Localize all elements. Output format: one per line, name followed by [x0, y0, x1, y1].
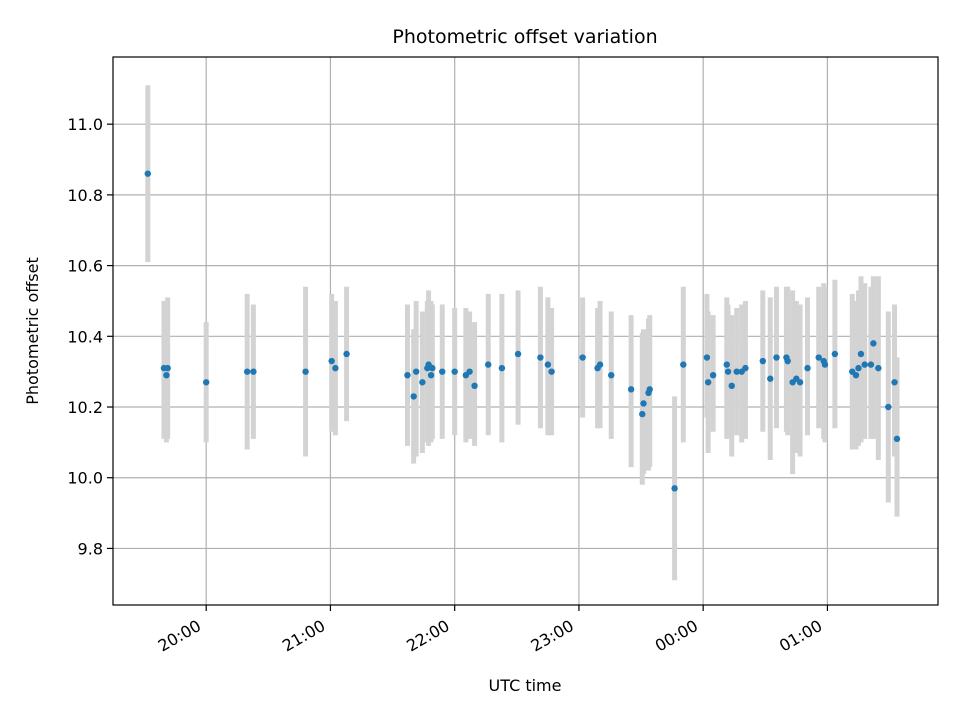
- data-point: [164, 364, 171, 372]
- chart-title: Photometric offset variation: [392, 26, 657, 48]
- data-point: [831, 350, 839, 358]
- y-tick-label: 10.8: [67, 186, 103, 205]
- data-point: [759, 357, 767, 365]
- data-point: [646, 386, 653, 393]
- data-point: [427, 371, 435, 379]
- data-point: [867, 361, 875, 368]
- data-point: [640, 400, 647, 407]
- data-point: [733, 368, 740, 375]
- data-point: [680, 361, 687, 368]
- data-point: [784, 357, 791, 365]
- data-point: [885, 403, 892, 411]
- data-point: [723, 361, 730, 368]
- x-axis-label: UTC time: [489, 676, 562, 695]
- y-tick-label: 9.8: [78, 539, 103, 558]
- data-point: [870, 340, 877, 347]
- data-point: [439, 368, 446, 375]
- data-point: [724, 368, 732, 375]
- data-point: [328, 357, 335, 365]
- y-axis-label: Photometric offset: [23, 257, 42, 405]
- y-tick-label: 10.0: [67, 469, 103, 488]
- data-point: [891, 379, 898, 386]
- data-point: [704, 379, 712, 386]
- data-point: [144, 170, 151, 177]
- data-point: [608, 371, 615, 379]
- data-point: [821, 361, 829, 368]
- data-point: [243, 368, 251, 375]
- data-point: [857, 350, 865, 358]
- data-point: [671, 485, 678, 492]
- data-point: [815, 354, 822, 361]
- plot-frame: [112, 56, 939, 606]
- data-points: [144, 170, 901, 492]
- data-point: [419, 379, 426, 386]
- data-point: [893, 435, 901, 443]
- data-point: [451, 368, 458, 375]
- data-point: [466, 368, 473, 375]
- data-point: [544, 361, 552, 368]
- data-point: [639, 410, 646, 418]
- data-point: [627, 386, 635, 393]
- y-tick-label: 10.6: [67, 257, 103, 276]
- data-point: [537, 354, 544, 361]
- data-point: [804, 364, 811, 372]
- data-point: [404, 371, 411, 379]
- data-point: [709, 371, 717, 379]
- data-point: [852, 371, 860, 379]
- data-point: [773, 354, 780, 361]
- data-point: [514, 350, 522, 358]
- data-point: [861, 361, 868, 368]
- data-point: [302, 368, 309, 375]
- data-point: [412, 368, 420, 375]
- y-tick-label: 10.2: [67, 398, 103, 417]
- data-point: [855, 364, 862, 372]
- data-point: [332, 364, 339, 372]
- data-point: [742, 364, 749, 372]
- data-point: [471, 382, 478, 389]
- data-point: [485, 361, 492, 368]
- data-point: [163, 371, 170, 379]
- y-tick-label: 11.0: [67, 115, 103, 134]
- data-point: [703, 354, 711, 361]
- data-point: [410, 393, 417, 400]
- data-point: [429, 364, 436, 372]
- data-point: [767, 375, 774, 382]
- data-point: [202, 379, 210, 386]
- data-point: [728, 382, 735, 389]
- data-point: [498, 364, 506, 372]
- data-point: [250, 368, 257, 375]
- data-point: [579, 354, 586, 361]
- data-point: [343, 350, 350, 358]
- data-point: [548, 368, 555, 375]
- data-point: [796, 379, 804, 386]
- y-tick-label: 10.4: [67, 327, 103, 346]
- data-point: [596, 361, 604, 368]
- data-point: [875, 364, 882, 372]
